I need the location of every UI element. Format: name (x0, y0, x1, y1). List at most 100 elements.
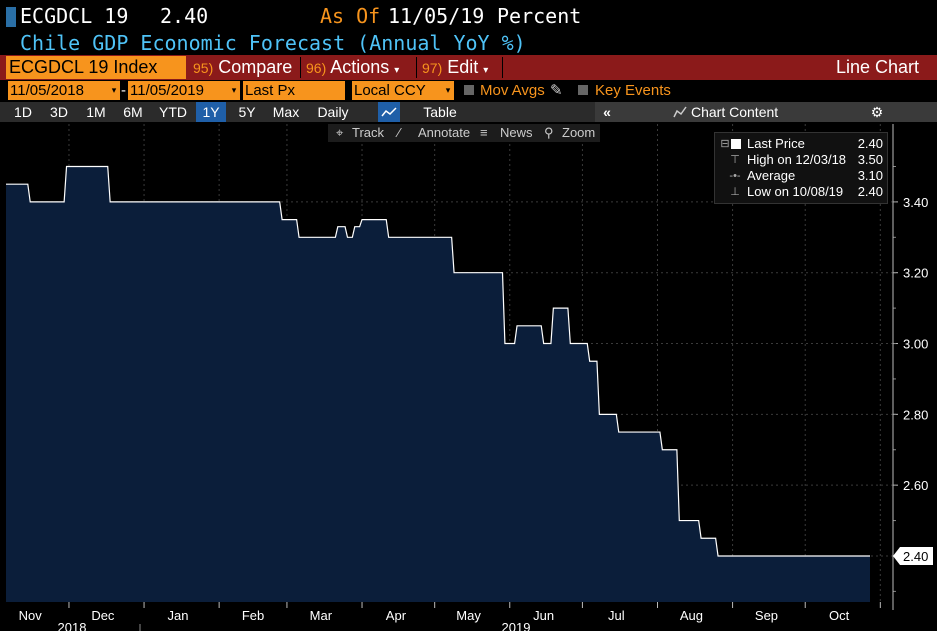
title-bar: ECGDCL 19 2.40 As Of 11/05/19 Percent (0, 3, 937, 29)
range-1y[interactable]: 1Y (196, 102, 226, 122)
range-ytd[interactable]: YTD (159, 104, 187, 120)
last-value-tag-label: 2.40 (903, 549, 928, 564)
actions-label: Actions (330, 57, 390, 77)
period-selector[interactable]: Daily ▼ (310, 102, 356, 140)
x-tick-label: Dec (91, 608, 115, 623)
x-tick-label: Oct (829, 608, 850, 623)
last-value-tag (893, 546, 933, 565)
mov-avgs-label[interactable]: Mov Avgs (480, 82, 545, 99)
settings-bar: 11/05/2018 ▾ - 11/05/2019 ▾ Last Px Loca… (0, 81, 937, 101)
calendar-dropdown-icon[interactable]: ▾ (108, 81, 120, 100)
table-button[interactable]: Table (423, 104, 457, 120)
asof-date: 11/05/19 (388, 4, 485, 28)
low-marker-icon: ⊥ (730, 186, 740, 198)
legend-low-value: 2.40 (857, 184, 883, 199)
date-separator: - (121, 82, 126, 99)
x-tick-label: May (456, 608, 481, 623)
line-chart-icon[interactable] (378, 102, 400, 122)
x-tick-label: Apr (386, 608, 407, 623)
field-selector[interactable]: Last Px (243, 81, 345, 100)
legend-high-label: High on 12/03/18 (747, 152, 847, 167)
chart-type-label[interactable]: Line Chart (835, 57, 919, 77)
zoom-button[interactable]: Zoom (562, 125, 596, 140)
x-tick-label: Jun (533, 608, 554, 623)
actions-button[interactable]: 96) Actions ▾ (306, 55, 399, 80)
year-label: 2018 (58, 620, 87, 631)
annotate-button[interactable]: Annotate (418, 125, 471, 140)
legend-collapse-icon[interactable]: ⊟ (720, 138, 730, 150)
legend-last-label: Last Price (747, 136, 805, 151)
range-max[interactable]: Max (272, 104, 300, 120)
end-date-field[interactable]: 11/05/2019 (128, 81, 228, 100)
line-chart[interactable]: 2.40 2.60 2.80 3.00 3.20 3.40 2.40 Nov Dec Jan Fe… (0, 124, 937, 631)
chart-content-label[interactable]: Chart Content (691, 104, 779, 120)
y-tick-label: 3.20 (903, 266, 928, 281)
chevron-down-icon[interactable]: ▾ (442, 81, 454, 100)
security-field[interactable]: ECGDCL 19 Index (6, 56, 186, 79)
chart-tools: ⌖ Track ∕ Annotate ≡ News ⚲ Zoom (328, 124, 600, 142)
menu-separator (502, 57, 503, 78)
compare-number: 95) (193, 60, 214, 76)
legend-high-value: 3.50 (857, 152, 883, 167)
menu-separator (300, 57, 301, 78)
pencil-icon[interactable]: ✎ (550, 82, 563, 99)
gear-icon[interactable]: ⚙ (870, 104, 884, 120)
plot-area (6, 165, 870, 602)
collapse-icon[interactable]: « (603, 104, 611, 120)
last-value: 2.40 (160, 4, 209, 28)
x-tick-label: Sep (755, 608, 778, 623)
news-icon: ≡ (480, 125, 488, 140)
x-axis: Nov Dec Jan Feb Mar Apr May Jun Jul Aug Sep Oct 2018… (19, 602, 881, 631)
range-3d[interactable]: 3D (50, 104, 68, 120)
legend-avg-label: Average (747, 168, 796, 183)
security-description: Chile GDP Economic Forecast (Annual YoY … (20, 31, 526, 55)
period-label: Daily (317, 104, 349, 120)
ticker-symbol: ECGDCL 19 (20, 4, 129, 28)
compare-label: Compare (218, 57, 293, 77)
legend-low-label: Low on 10/08/19 (747, 184, 844, 199)
menu-separator (416, 57, 417, 78)
x-tick-label: Jul (608, 608, 625, 623)
legend-low: ⊥ Low on 10/08/19 2.40 (719, 184, 885, 200)
x-tick-label: Nov (19, 608, 43, 623)
mov-avgs-checkbox[interactable] (464, 85, 474, 95)
key-events-label[interactable]: Key Events (595, 82, 671, 99)
start-date-field[interactable]: 11/05/2018 (8, 81, 108, 100)
chart-content-icon (671, 102, 689, 122)
unit-label: Percent (497, 4, 582, 28)
zoom-icon: ⚲ (544, 125, 554, 140)
range-6m[interactable]: 6M (123, 104, 143, 120)
legend-last-value: 2.40 (857, 136, 883, 151)
range-1d[interactable]: 1D (14, 104, 32, 120)
menu-bar: ECGDCL 19 Index 95) Compare 96) Actions … (0, 55, 937, 80)
high-marker-icon: ⊤ (730, 154, 740, 166)
actions-number: 96) (306, 60, 327, 76)
range-5y[interactable]: 5Y (238, 104, 256, 120)
range-1m[interactable]: 1M (86, 104, 106, 120)
asof-label: As Of (320, 4, 381, 28)
chevron-down-icon: ▾ (394, 65, 400, 76)
crosshair-icon: ⌖ (336, 125, 344, 140)
calendar-dropdown-icon[interactable]: ▾ (228, 81, 240, 100)
x-tick-label: Feb (242, 608, 264, 623)
news-button[interactable]: News (500, 125, 533, 140)
average-marker-icon: -•- (729, 170, 741, 182)
x-tick-label: Mar (310, 608, 333, 623)
compare-button[interactable]: 95) Compare (193, 55, 292, 80)
x-tick-label: Jan (167, 608, 188, 623)
legend-avg-value: 3.10 (857, 168, 883, 183)
ticker-marker (6, 7, 16, 27)
edit-button[interactable]: 97) Edit ▾ (422, 55, 488, 80)
annotate-icon: ∕ (398, 125, 401, 140)
y-axis: 2.402.602.803.003.203.402.40 (892, 124, 933, 610)
range-bar: 1D 3D 1M 6M YTD 1Y 5Y Max Daily ▼ Table … (0, 102, 937, 140)
legend-last-price: ⊟ Last Price 2.40 (719, 136, 885, 152)
y-tick-label: 2.60 (903, 478, 928, 493)
x-tick-label: Aug (680, 608, 703, 623)
legend-high: ⊤ High on 12/03/18 3.50 (719, 152, 885, 168)
y-tick-label: 3.00 (903, 337, 928, 352)
key-events-checkbox[interactable] (578, 85, 588, 95)
area-fill (6, 166, 870, 602)
track-button[interactable]: Track (352, 125, 385, 140)
currency-selector[interactable]: Local CCY (352, 81, 442, 100)
